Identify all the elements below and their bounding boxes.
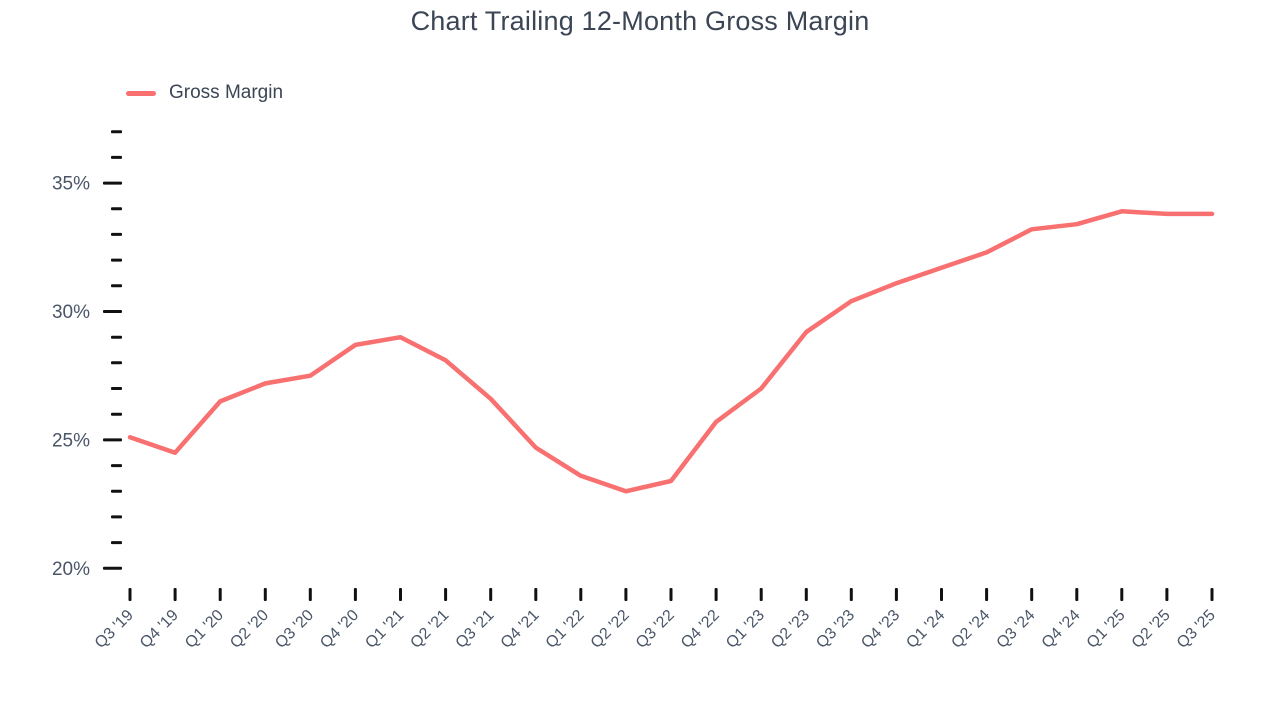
- y-tick-label: 30%: [52, 302, 90, 323]
- x-tick: [1210, 588, 1214, 601]
- x-tick: [444, 588, 448, 601]
- x-tick: [308, 588, 312, 601]
- x-tick: [804, 588, 808, 601]
- x-tick: [1165, 588, 1169, 601]
- y-tick-label: 35%: [52, 174, 90, 195]
- x-tick-label: Q1 '21: [362, 607, 407, 652]
- y-minor-tick: [111, 335, 122, 339]
- x-tick: [985, 588, 989, 601]
- x-tick: [128, 588, 132, 601]
- x-tick: [624, 588, 628, 601]
- y-minor-tick: [111, 207, 122, 211]
- x-tick: [263, 588, 267, 601]
- y-major-tick: [103, 566, 122, 570]
- y-major-tick: [103, 310, 122, 313]
- y-minor-tick: [111, 515, 122, 519]
- series-line-gross-margin: [127, 209, 1215, 494]
- y-major-tick: [103, 438, 122, 442]
- x-tick: [849, 588, 853, 601]
- x-tick: [534, 588, 538, 601]
- x-tick-label: Q2 '25: [1129, 607, 1174, 652]
- y-minor-tick: [111, 155, 122, 159]
- x-tick: [1030, 588, 1034, 601]
- y-minor-tick: [111, 412, 122, 416]
- x-tick: [759, 588, 763, 601]
- x-tick-label: Q1 '24: [903, 607, 948, 652]
- x-tick-label: Q3 '21: [453, 607, 498, 652]
- x-tick-label: Q3 '24: [994, 607, 1039, 652]
- y-minor-tick: [111, 232, 122, 236]
- x-tick-label: Q1 '23: [723, 607, 768, 652]
- x-tick-label: Q3 '23: [813, 607, 858, 652]
- y-minor-tick: [111, 464, 122, 468]
- x-tick: [218, 588, 222, 601]
- x-tick-label: Q3 '19: [92, 607, 137, 652]
- x-tick-label: Q2 '22: [588, 607, 633, 652]
- x-tick-label: Q4 '19: [137, 607, 182, 652]
- x-tick-label: Q4 '24: [1039, 607, 1084, 652]
- x-tick-label: Q2 '24: [948, 607, 993, 652]
- legend-item-gross-margin[interactable]: Gross Margin: [126, 82, 283, 104]
- y-minor-tick: [111, 361, 122, 365]
- x-tick-label: Q3 '20: [272, 607, 317, 652]
- x-tick-label: Q2 '20: [227, 607, 272, 652]
- x-tick-label: Q2 '23: [768, 607, 813, 652]
- y-tick-label: 25%: [52, 430, 90, 451]
- y-minor-tick: [111, 387, 122, 390]
- x-tick-label: Q4 '21: [498, 607, 543, 652]
- x-tick-label: Q1 '22: [543, 607, 588, 652]
- x-tick: [489, 588, 493, 601]
- y-minor-tick: [111, 258, 122, 262]
- x-tick: [1120, 588, 1124, 601]
- x-tick: [1075, 588, 1079, 601]
- x-tick: [353, 588, 357, 601]
- y-minor-tick: [111, 130, 122, 134]
- x-tick: [894, 588, 898, 601]
- y-major-tick: [103, 181, 122, 185]
- x-tick-label: Q1 '25: [1084, 607, 1129, 652]
- x-tick: [173, 588, 177, 601]
- x-tick-label: Q2 '21: [407, 607, 452, 652]
- x-tick: [399, 588, 402, 601]
- x-tick-label: Q4 '23: [858, 607, 903, 652]
- chart-title: Chart Trailing 12-Month Gross Margin: [410, 6, 870, 36]
- x-tick-label: Q4 '20: [317, 607, 362, 652]
- x-tick-label: Q3 '22: [633, 607, 678, 652]
- legend-line-swatch: [126, 90, 156, 96]
- x-tick: [579, 588, 583, 601]
- x-tick-label: Q1 '20: [182, 607, 227, 652]
- x-tick-label: Q3 '25: [1174, 607, 1219, 652]
- x-tick-label: Q4 '22: [678, 607, 723, 652]
- y-minor-tick: [111, 541, 122, 545]
- y-minor-tick: [111, 284, 122, 288]
- x-tick: [940, 588, 943, 601]
- x-tick: [714, 588, 718, 601]
- y-minor-tick: [111, 489, 122, 493]
- x-tick: [669, 588, 673, 601]
- y-tick-label: 20%: [52, 559, 90, 580]
- legend-label: Gross Margin: [169, 82, 284, 103]
